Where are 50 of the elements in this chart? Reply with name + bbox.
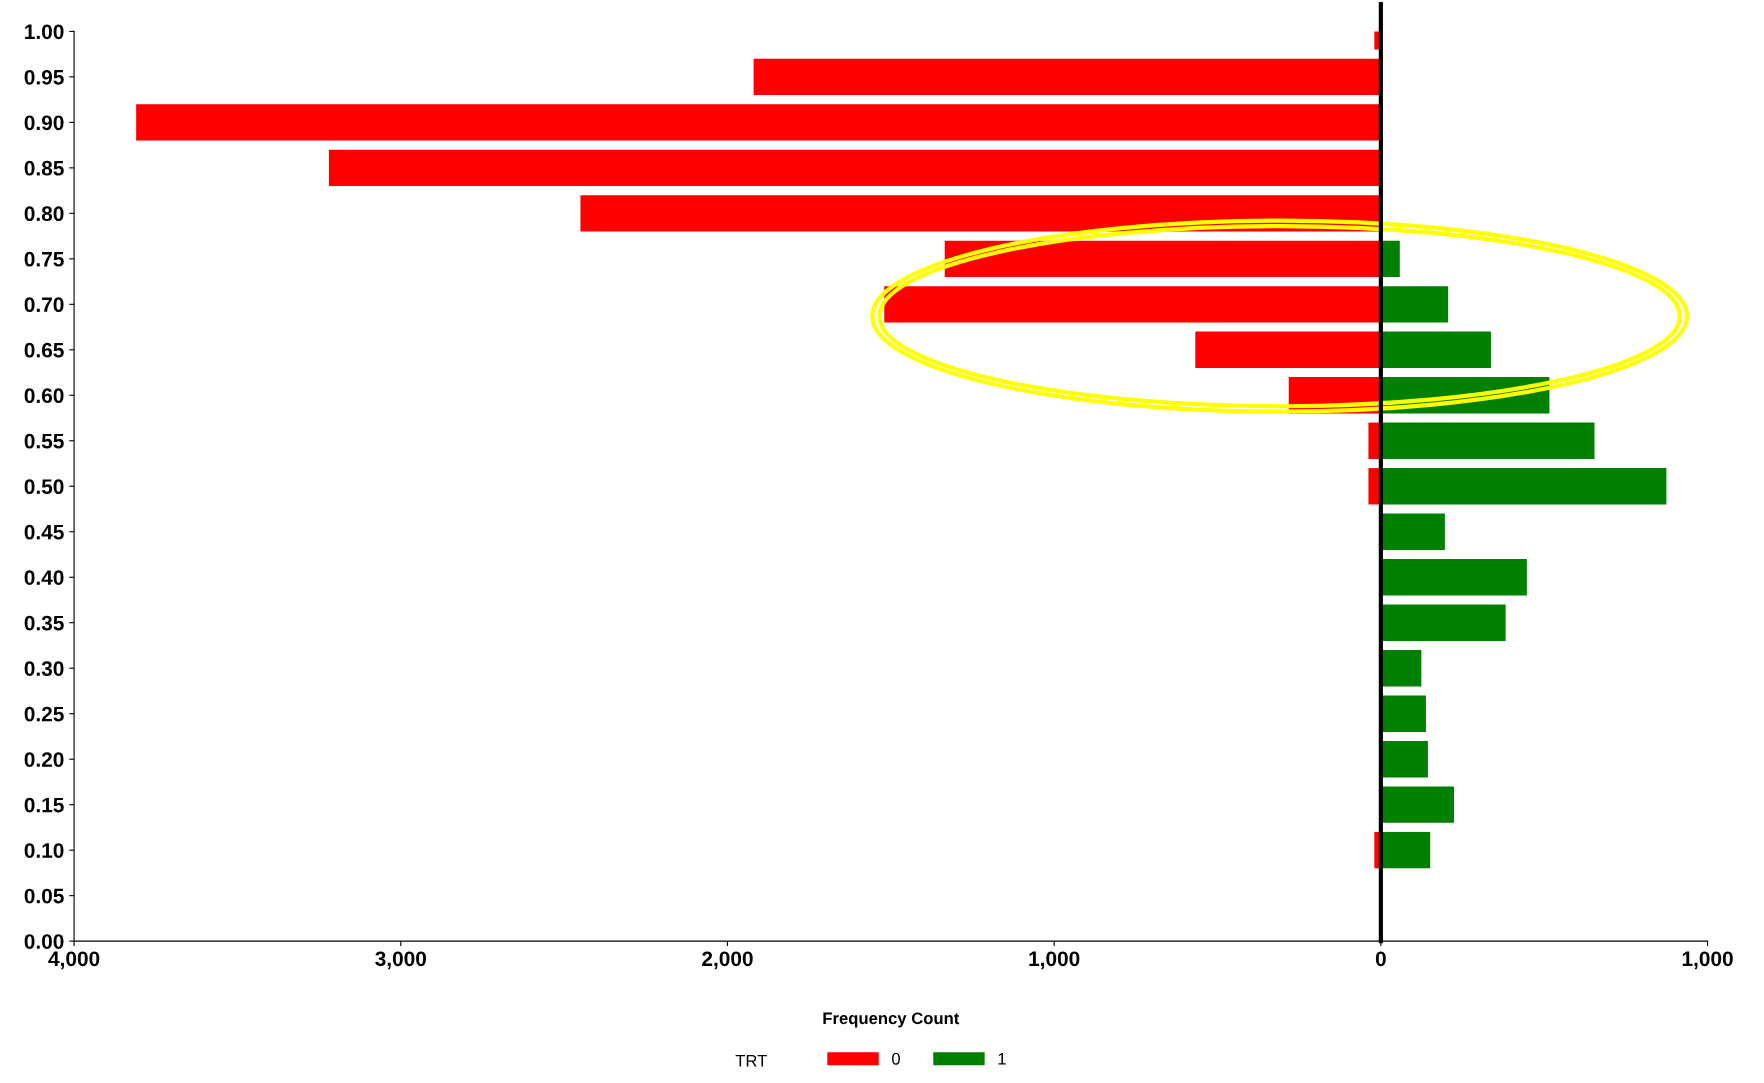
bar: [1380, 513, 1445, 550]
x-axis-title: Frequency Count: [823, 1012, 960, 1028]
bar: [1380, 468, 1667, 505]
bar: [328, 149, 1381, 187]
x-tick-label: 1,000: [1029, 951, 1080, 970]
bar: [1380, 695, 1426, 732]
y-tick-label: 0.75: [24, 251, 64, 267]
bar: [1380, 604, 1506, 641]
x-tick-label: 1,000: [1682, 951, 1733, 970]
bar: [1380, 331, 1491, 368]
y-tick-label: 0.10: [24, 843, 64, 858]
legend-title: TRT: [735, 1055, 767, 1067]
y-tick-label: 0.90: [24, 115, 64, 131]
bar: [1380, 422, 1595, 459]
y-tick-label: 0.25: [24, 706, 64, 722]
y-tick-label: 0.35: [24, 615, 64, 631]
y-tick-label: 0.15: [24, 797, 64, 813]
y-tick-label: 0.60: [24, 388, 64, 404]
x-tick-label: 3,000: [375, 951, 426, 970]
bar: [1380, 650, 1422, 687]
bar: [1380, 786, 1455, 823]
bar: [1380, 831, 1431, 869]
bar: [1380, 286, 1449, 323]
x-tick-label: 2,000: [702, 951, 753, 970]
y-tick-label: 0.85: [24, 160, 64, 176]
y-tick-label: 0.65: [24, 342, 64, 358]
legend-label: 0: [892, 1052, 900, 1065]
x-tick-label: 4,000: [48, 951, 100, 970]
y-tick-label: 1.00: [25, 24, 64, 40]
bar: [753, 58, 1381, 96]
legend-label: 1: [998, 1053, 1006, 1065]
bar: [1195, 331, 1381, 368]
bar: [884, 286, 1381, 323]
y-tick-label: 0.00: [24, 934, 64, 949]
y-tick-label: 0.95: [24, 69, 64, 85]
y-tick-label: 0.55: [24, 433, 64, 449]
bar: [580, 195, 1381, 232]
bar: [944, 240, 1381, 278]
y-tick-label: 0.05: [24, 888, 64, 904]
y-tick-label: 0.45: [24, 524, 64, 540]
y-tick-label: 0.30: [24, 661, 64, 676]
y-tick-label: 0.20: [24, 752, 64, 767]
bar: [1380, 559, 1527, 596]
y-tick-label: 0.80: [24, 206, 64, 222]
bar: [136, 104, 1381, 141]
y-tick-label: 0.50: [24, 479, 64, 495]
x-tick-label: 0: [1375, 951, 1386, 967]
y-tick-label: 0.70: [24, 297, 64, 313]
bar: [1380, 740, 1428, 778]
y-tick-label: 0.40: [24, 570, 64, 585]
